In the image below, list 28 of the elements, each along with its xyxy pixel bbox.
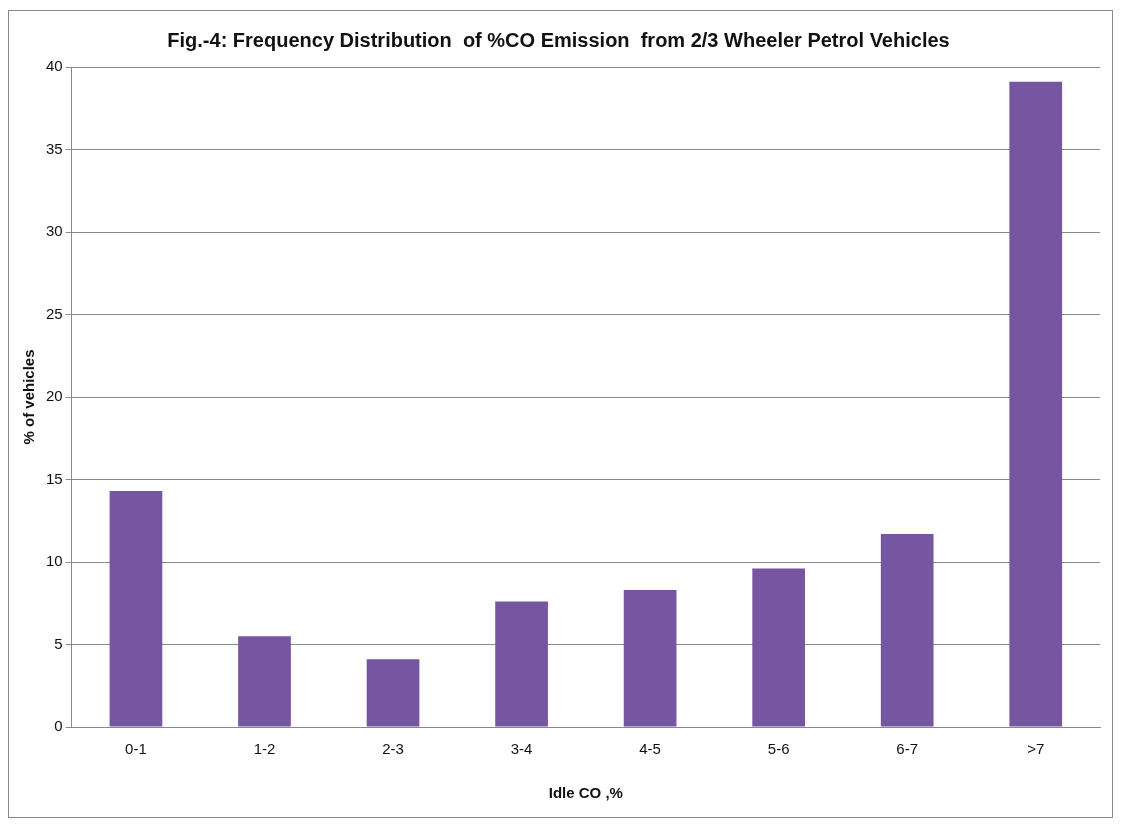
x-tick-label: 4-5 — [639, 740, 661, 758]
chart-title: Fig.-4: Frequency Distribution of %CO Emission from 2/3 Wheeler Petrol Vehicles — [167, 28, 950, 51]
bar — [495, 601, 548, 727]
x-tick-label: >7 — [1027, 740, 1045, 758]
x-tick-label: 2-3 — [382, 740, 404, 758]
x-axis-title: Idle CO ,% — [548, 784, 623, 802]
bar — [752, 568, 805, 727]
y-tick-label: 0 — [54, 717, 63, 735]
y-tick-label: 40 — [46, 57, 63, 75]
y-tick-label: 15 — [46, 469, 63, 487]
bar — [880, 533, 934, 727]
x-tick-label: 6-7 — [896, 740, 919, 758]
bar — [238, 636, 291, 727]
y-axis-title: % of vehicles — [20, 349, 38, 445]
y-tick-label: 25 — [46, 304, 63, 322]
x-tick-label: 5-6 — [767, 740, 790, 758]
y-tick-label: 20 — [46, 387, 63, 405]
bar — [623, 590, 677, 727]
x-tick-label: 3-4 — [510, 740, 533, 758]
x-tick-label: 1-2 — [253, 740, 276, 758]
bar — [109, 491, 163, 727]
x-tick-label: 0-1 — [125, 740, 147, 758]
bar — [1009, 81, 1063, 727]
y-tick-label: 35 — [46, 139, 63, 157]
y-tick-label: 30 — [46, 222, 63, 240]
y-tick-label: 10 — [46, 552, 63, 570]
y-tick-label: 5 — [54, 634, 63, 652]
bar — [366, 659, 420, 727]
